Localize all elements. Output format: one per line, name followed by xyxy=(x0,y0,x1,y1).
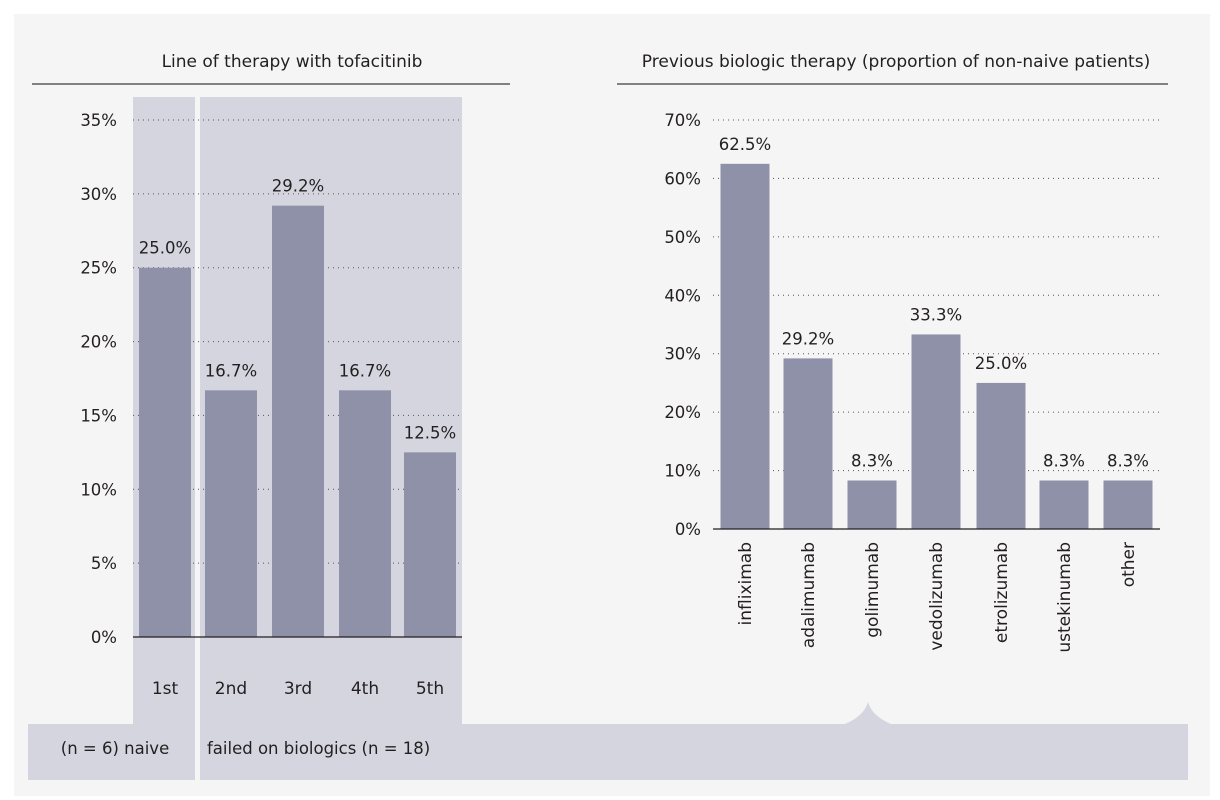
category-label: adalimumab xyxy=(799,542,819,648)
data-label: 25.0% xyxy=(139,239,191,258)
bar-2nd xyxy=(205,390,257,637)
bar-5th xyxy=(404,452,456,637)
group-label-naive: (n = 6) naive xyxy=(61,739,169,758)
y-tick-label: 25% xyxy=(80,259,117,278)
category-label: 5th xyxy=(416,679,444,699)
line-of-therapy-chart: Line of therapy with tofacitinib 0% 5% 10%… xyxy=(32,52,510,758)
category-label: ustekinumab xyxy=(1055,542,1075,653)
data-label: 25.0% xyxy=(975,354,1027,373)
category-label: vedolizumab xyxy=(927,542,947,651)
y-tick-label: 0% xyxy=(675,520,701,539)
y-tick-label: 40% xyxy=(664,286,701,305)
data-label: 33.3% xyxy=(910,305,962,324)
bar-4th xyxy=(339,390,391,637)
y-tick-label: 10% xyxy=(80,480,117,499)
bar-adalimumab xyxy=(783,358,833,529)
data-label: 62.5% xyxy=(719,135,771,154)
data-label: 8.3% xyxy=(851,452,893,471)
bar-infliximab xyxy=(720,163,770,530)
bar-etrolizumab xyxy=(976,382,1026,529)
data-label: 8.3% xyxy=(1043,452,1085,471)
category-label: etrolizumab xyxy=(992,542,1012,643)
y-tick-label: 5% xyxy=(91,554,117,573)
category-label: 1st xyxy=(152,679,179,699)
y-tick-label: 70% xyxy=(664,111,701,130)
y-tick-label: 30% xyxy=(80,185,117,204)
y-tick-label: 10% xyxy=(664,462,701,481)
y-tick-label: 50% xyxy=(664,228,701,247)
data-label: 12.5% xyxy=(404,423,456,442)
previous-biologic-therapy-chart: Previous biologic therapy (proportion of… xyxy=(617,52,1168,653)
category-label: 3rd xyxy=(284,679,312,699)
chart-title: Previous biologic therapy (proportion of… xyxy=(642,52,1150,72)
bar-3rd xyxy=(272,205,324,637)
data-label: 29.2% xyxy=(782,329,834,348)
y-tick-label: 20% xyxy=(664,403,701,422)
bar-ustekinumab xyxy=(1039,480,1089,529)
y-tick-label: 20% xyxy=(80,333,117,352)
y-tick-label: 15% xyxy=(80,406,117,425)
category-label: infliximab xyxy=(736,542,756,625)
data-label: 16.7% xyxy=(205,361,257,380)
group-label-failed-on-biologics: failed on biologics (n = 18) xyxy=(207,739,430,758)
category-label: 4th xyxy=(351,679,379,699)
y-tick-label: 0% xyxy=(91,628,117,647)
y-tick-label: 60% xyxy=(664,169,701,188)
bar-other xyxy=(1103,480,1153,529)
category-label: other xyxy=(1119,542,1139,587)
data-label: 29.2% xyxy=(272,177,324,196)
bar-1st xyxy=(139,267,191,637)
bar-vedolizumab xyxy=(911,334,961,529)
bar-golimumab xyxy=(847,480,897,529)
data-label: 8.3% xyxy=(1107,452,1149,471)
category-label: golimumab xyxy=(863,542,883,638)
chart-title: Line of therapy with tofacitinib xyxy=(162,52,423,72)
y-tick-label: 30% xyxy=(664,345,701,364)
y-tick-label: 35% xyxy=(80,111,117,130)
data-label: 16.7% xyxy=(339,361,391,380)
category-label: 2nd xyxy=(215,679,247,699)
